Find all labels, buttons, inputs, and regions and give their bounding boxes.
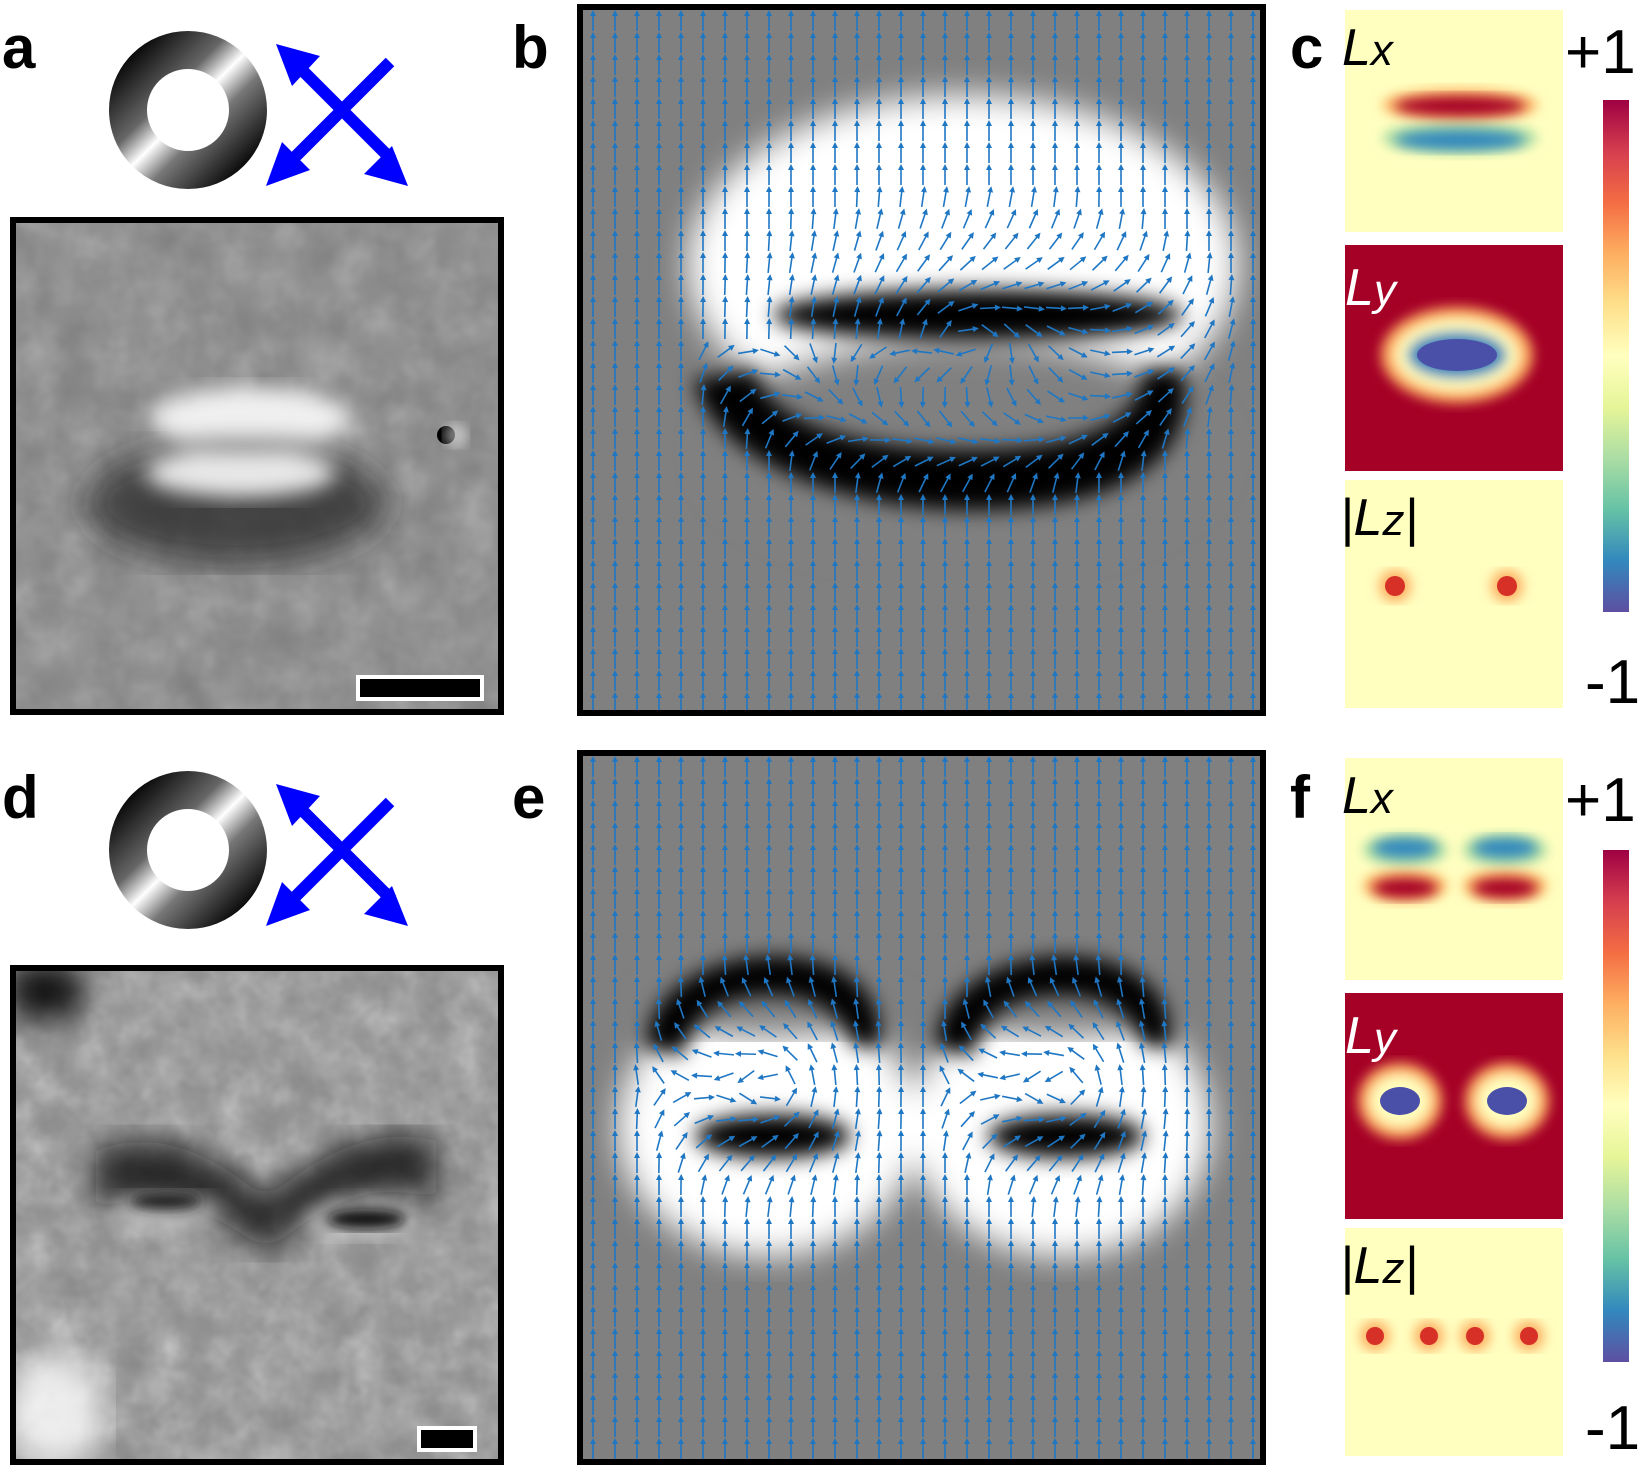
vector-field-e — [590, 756, 1256, 1459]
Lx-map-f — [1345, 758, 1563, 980]
colorbar-max-f: +1 — [1565, 766, 1636, 835]
panel-label-d: d — [2, 764, 39, 831]
Lx-map-c — [1345, 10, 1563, 232]
simulation-panel-b — [577, 4, 1266, 716]
scale-bar-d — [417, 1426, 477, 1452]
panel-label-b: b — [512, 14, 549, 81]
panel-label-c: c — [1290, 14, 1324, 81]
Lx-label-c: Lx — [1342, 19, 1393, 77]
Lz-label-c: |Lz| — [1340, 489, 1418, 547]
Lz-map-c — [1345, 480, 1563, 708]
microscopy-image-d — [10, 965, 504, 1465]
Lx-label-f: Lx — [1342, 767, 1393, 825]
panel-label-f: f — [1290, 764, 1310, 831]
vector-field-b — [590, 10, 1257, 710]
microscopy-image-a — [10, 217, 504, 715]
colorbar-f — [1603, 850, 1629, 1362]
Ly-label-c: Ly — [1345, 259, 1396, 317]
scale-bar-a — [356, 675, 484, 701]
colorbar-c — [1603, 100, 1629, 612]
colorbar-min-f: -1 — [1585, 1394, 1641, 1463]
simulation-panel-e — [577, 750, 1266, 1465]
Ly-map-c — [1345, 245, 1563, 471]
panel-label-a: a — [2, 14, 36, 81]
polarization-arrows-icon — [262, 40, 412, 190]
colorbar-max-c: +1 — [1565, 18, 1636, 87]
panel-label-e: e — [512, 764, 546, 831]
rotation-ring-icon — [108, 770, 268, 930]
Ly-map-f — [1345, 993, 1563, 1219]
colorbar-min-c: -1 — [1585, 648, 1641, 717]
polarization-arrows-icon — [262, 780, 412, 930]
Lz-label-f: |Lz| — [1340, 1237, 1418, 1295]
Ly-label-f: Ly — [1345, 1007, 1396, 1065]
rotation-ring-icon — [108, 30, 268, 190]
Lz-map-f — [1345, 1228, 1563, 1456]
